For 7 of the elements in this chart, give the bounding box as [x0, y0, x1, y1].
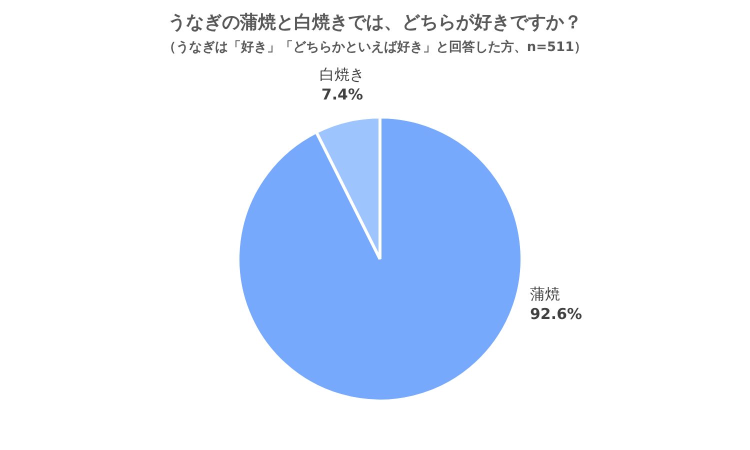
data-label: 7.4%	[321, 85, 364, 104]
data-label: 92.6%	[530, 305, 582, 323]
slice-label: 白焼き	[320, 65, 365, 84]
chart-title: うなぎの蒲焼と白焼きでは、どちらが好きですか？	[167, 11, 583, 34]
chart-subtitle: （うなぎは「好き」「どちらかといえば好き」と回答した方、n=511）	[162, 38, 588, 56]
slice-label: 蒲焼	[530, 285, 560, 303]
pie-slice	[236, 116, 524, 402]
